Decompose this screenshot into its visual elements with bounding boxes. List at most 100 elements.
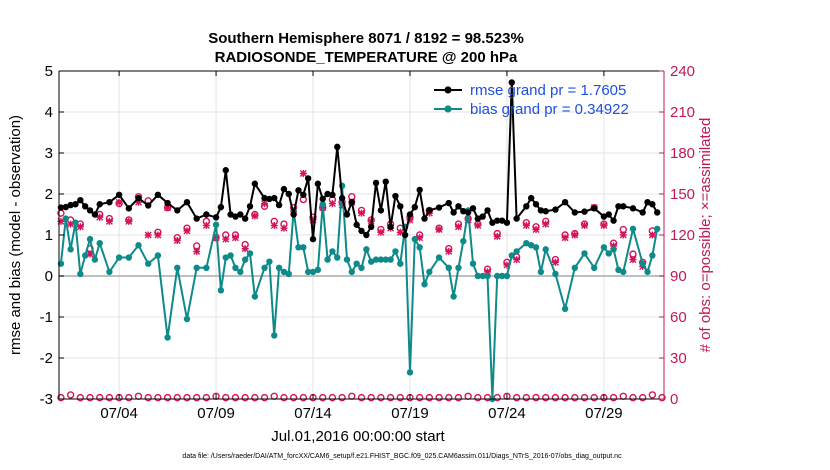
- rmse-point: [649, 201, 655, 207]
- rmse-point: [397, 203, 403, 209]
- bias-point: [266, 258, 272, 264]
- rmse-point: [387, 224, 393, 230]
- x-axis-label: Jul.01,2016 00:00:00 start: [271, 428, 445, 445]
- rmse-point: [174, 207, 180, 213]
- bias-point: [353, 261, 359, 267]
- rmse-point: [310, 236, 316, 242]
- bias-point: [450, 293, 456, 299]
- bias-point: [455, 265, 461, 271]
- rmse-point: [242, 215, 248, 221]
- obs-assimilated-point: [193, 248, 200, 255]
- bias-point: [252, 293, 258, 299]
- bias-point: [620, 269, 626, 275]
- y-tick-label-left: 0: [45, 268, 53, 285]
- bias-point: [543, 246, 549, 252]
- obs-assimilated-point: [154, 232, 161, 239]
- bias-point: [358, 265, 364, 271]
- bias-point: [446, 265, 452, 271]
- bias-point: [572, 265, 578, 271]
- rmse-point: [484, 207, 490, 213]
- chart-title: Southern Hemisphere 8071 / 8192 = 98.523…: [208, 30, 524, 47]
- rmse-point: [247, 203, 253, 209]
- rmse-point: [581, 208, 587, 214]
- rmse-point: [479, 213, 485, 219]
- obs-assimilated-point: [445, 248, 452, 255]
- rmse-point: [523, 203, 529, 209]
- x-tick-label: 07/09: [197, 405, 235, 422]
- y-tick-label-left: 2: [45, 186, 53, 203]
- bias-point: [416, 244, 422, 250]
- bias-point: [407, 369, 413, 375]
- legend-bias-label: bias grand pr = 0.34922: [470, 101, 629, 118]
- bias-point: [533, 244, 539, 250]
- rmse-point: [528, 195, 534, 201]
- y-tick-label-right: 180: [670, 145, 695, 162]
- rmse-point: [276, 202, 282, 208]
- obs-assimilated-point: [455, 223, 462, 230]
- rmse-point: [213, 214, 219, 220]
- bias-point: [92, 256, 98, 262]
- bias-point: [82, 252, 88, 258]
- data-file-footnote: data file: /Users/raeder/DAI/ATM_forcXX/…: [182, 453, 622, 460]
- bias-point: [286, 271, 292, 277]
- bias-point: [174, 265, 180, 271]
- rmse-point: [329, 192, 335, 198]
- y-tick-label-right: 210: [670, 104, 695, 121]
- rmse-point: [87, 207, 93, 213]
- y-tick-label-left: 5: [45, 63, 53, 80]
- obs-assimilated-point: [523, 222, 530, 229]
- y-tick-label-left: 3: [45, 145, 53, 162]
- obs-assimilated-point: [600, 222, 607, 229]
- obs-assimilated-point: [436, 226, 443, 233]
- rmse-point: [450, 209, 456, 215]
- bias-point: [276, 265, 282, 271]
- bias-point: [387, 256, 393, 262]
- rmse-point: [368, 224, 374, 230]
- bias-point: [77, 271, 83, 277]
- chart-subtitle: RADIOSONDE_TEMPERATURE @ 200 hPa: [215, 49, 518, 66]
- obs-assimilated-point: [571, 232, 578, 239]
- y-axis-label-left: rmse and bias (model - observation): [7, 115, 24, 355]
- rmse-point: [606, 211, 612, 217]
- rmse-point: [392, 193, 398, 199]
- obs-assimilated-point: [474, 222, 481, 229]
- bias-point: [116, 254, 122, 260]
- bias-point: [349, 269, 355, 275]
- x-tick-label: 07/04: [100, 405, 138, 422]
- bias-point: [135, 242, 141, 248]
- obs-assimilated-point: [106, 218, 113, 225]
- rmse-point: [223, 167, 229, 173]
- y-tick-label-right: 150: [670, 186, 695, 203]
- rmse-point: [363, 232, 369, 238]
- obs-assimilated-point: [222, 236, 229, 243]
- legend-rmse-label: rmse grand pr = 1.7605: [470, 82, 626, 99]
- rmse-point: [126, 205, 132, 211]
- x-tick-label: 07/29: [585, 405, 623, 422]
- bias-point: [562, 306, 568, 312]
- rmse-point: [344, 211, 350, 217]
- rmse-point: [436, 204, 442, 210]
- bias-point: [513, 248, 519, 254]
- rmse-point: [610, 217, 616, 223]
- rmse-point: [562, 199, 568, 205]
- rmse-point: [416, 187, 422, 193]
- rmse-point: [82, 203, 88, 209]
- obs-assimilated-point: [552, 259, 559, 266]
- bias-point: [470, 261, 476, 267]
- obs-assimilated-point: [183, 227, 190, 234]
- rmse-point: [630, 205, 636, 211]
- rmse-point: [446, 200, 452, 206]
- bias-point: [213, 222, 219, 228]
- bias-point: [397, 261, 403, 267]
- rmse-point: [271, 195, 277, 201]
- y-tick-label-right: 30: [670, 350, 687, 367]
- rmse-point: [504, 220, 510, 226]
- obs-assimilated-point: [300, 170, 307, 177]
- bias-point: [538, 269, 544, 275]
- rmse-point: [203, 211, 209, 217]
- bias-point: [552, 271, 558, 277]
- bias-point: [324, 256, 330, 262]
- bias-point: [203, 265, 209, 271]
- bias-point: [654, 226, 660, 232]
- rmse-point: [97, 201, 103, 207]
